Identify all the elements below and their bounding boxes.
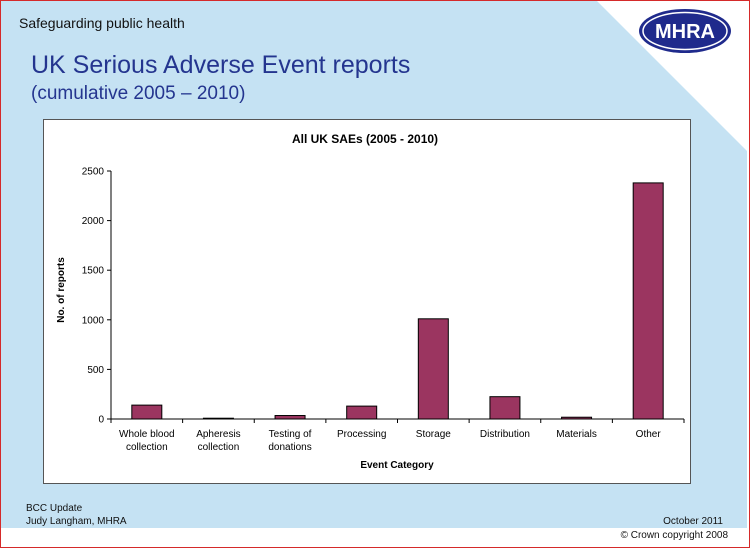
x-tick-label: Apheresis (196, 429, 240, 440)
footer-date: October 2011 (663, 516, 723, 527)
bar (274, 415, 306, 420)
chart-panel: All UK SAEs (2005 - 2010) No. of reports… (43, 119, 691, 484)
x-tick-label: Testing of (269, 429, 312, 440)
footer-author: Judy Langham, MHRA (26, 516, 127, 527)
y-tick-label: 500 (87, 365, 104, 376)
y-tick-label: 2500 (82, 167, 105, 178)
x-tick-label: Processing (337, 429, 386, 440)
y-tick-label: 1500 (82, 266, 105, 277)
slide: Safeguarding public health MHRA UK Serio… (1, 1, 747, 528)
bar (561, 416, 593, 420)
copyright: © Crown copyright 2008 (620, 530, 728, 541)
logo-text: MHRA (655, 21, 715, 43)
tagline: Safeguarding public health (19, 15, 185, 31)
x-tick-label: collection (198, 442, 240, 453)
y-tick-label: 1000 (82, 315, 105, 326)
bar (346, 405, 378, 420)
bar (202, 417, 234, 420)
bar-chart: All UK SAEs (2005 - 2010) No. of reports… (56, 132, 685, 471)
mhra-logo: MHRA (637, 7, 733, 55)
x-tick-label: donations (268, 442, 311, 453)
x-tick-label: Materials (556, 429, 597, 440)
chart-title: All UK SAEs (2005 - 2010) (292, 132, 438, 146)
x-tick-label: Other (636, 429, 662, 440)
x-tick-label: Whole blood (119, 429, 175, 440)
y-axis-label: No. of reports (56, 257, 67, 323)
x-axis-label: Event Category (360, 460, 434, 471)
bar (131, 404, 163, 420)
x-tick-label: Distribution (480, 429, 530, 440)
bar (489, 396, 521, 420)
y-tick-label: 2000 (82, 216, 105, 227)
y-tick-label: 0 (98, 415, 104, 426)
bar (632, 182, 664, 420)
x-tick-label: collection (126, 442, 168, 453)
page-subtitle: (cumulative 2005 – 2010) (31, 83, 246, 104)
footer-event: BCC Update (26, 503, 83, 514)
x-tick-label: Storage (416, 429, 451, 440)
page-title: UK Serious Adverse Event reports (31, 51, 411, 79)
bar (417, 318, 449, 420)
